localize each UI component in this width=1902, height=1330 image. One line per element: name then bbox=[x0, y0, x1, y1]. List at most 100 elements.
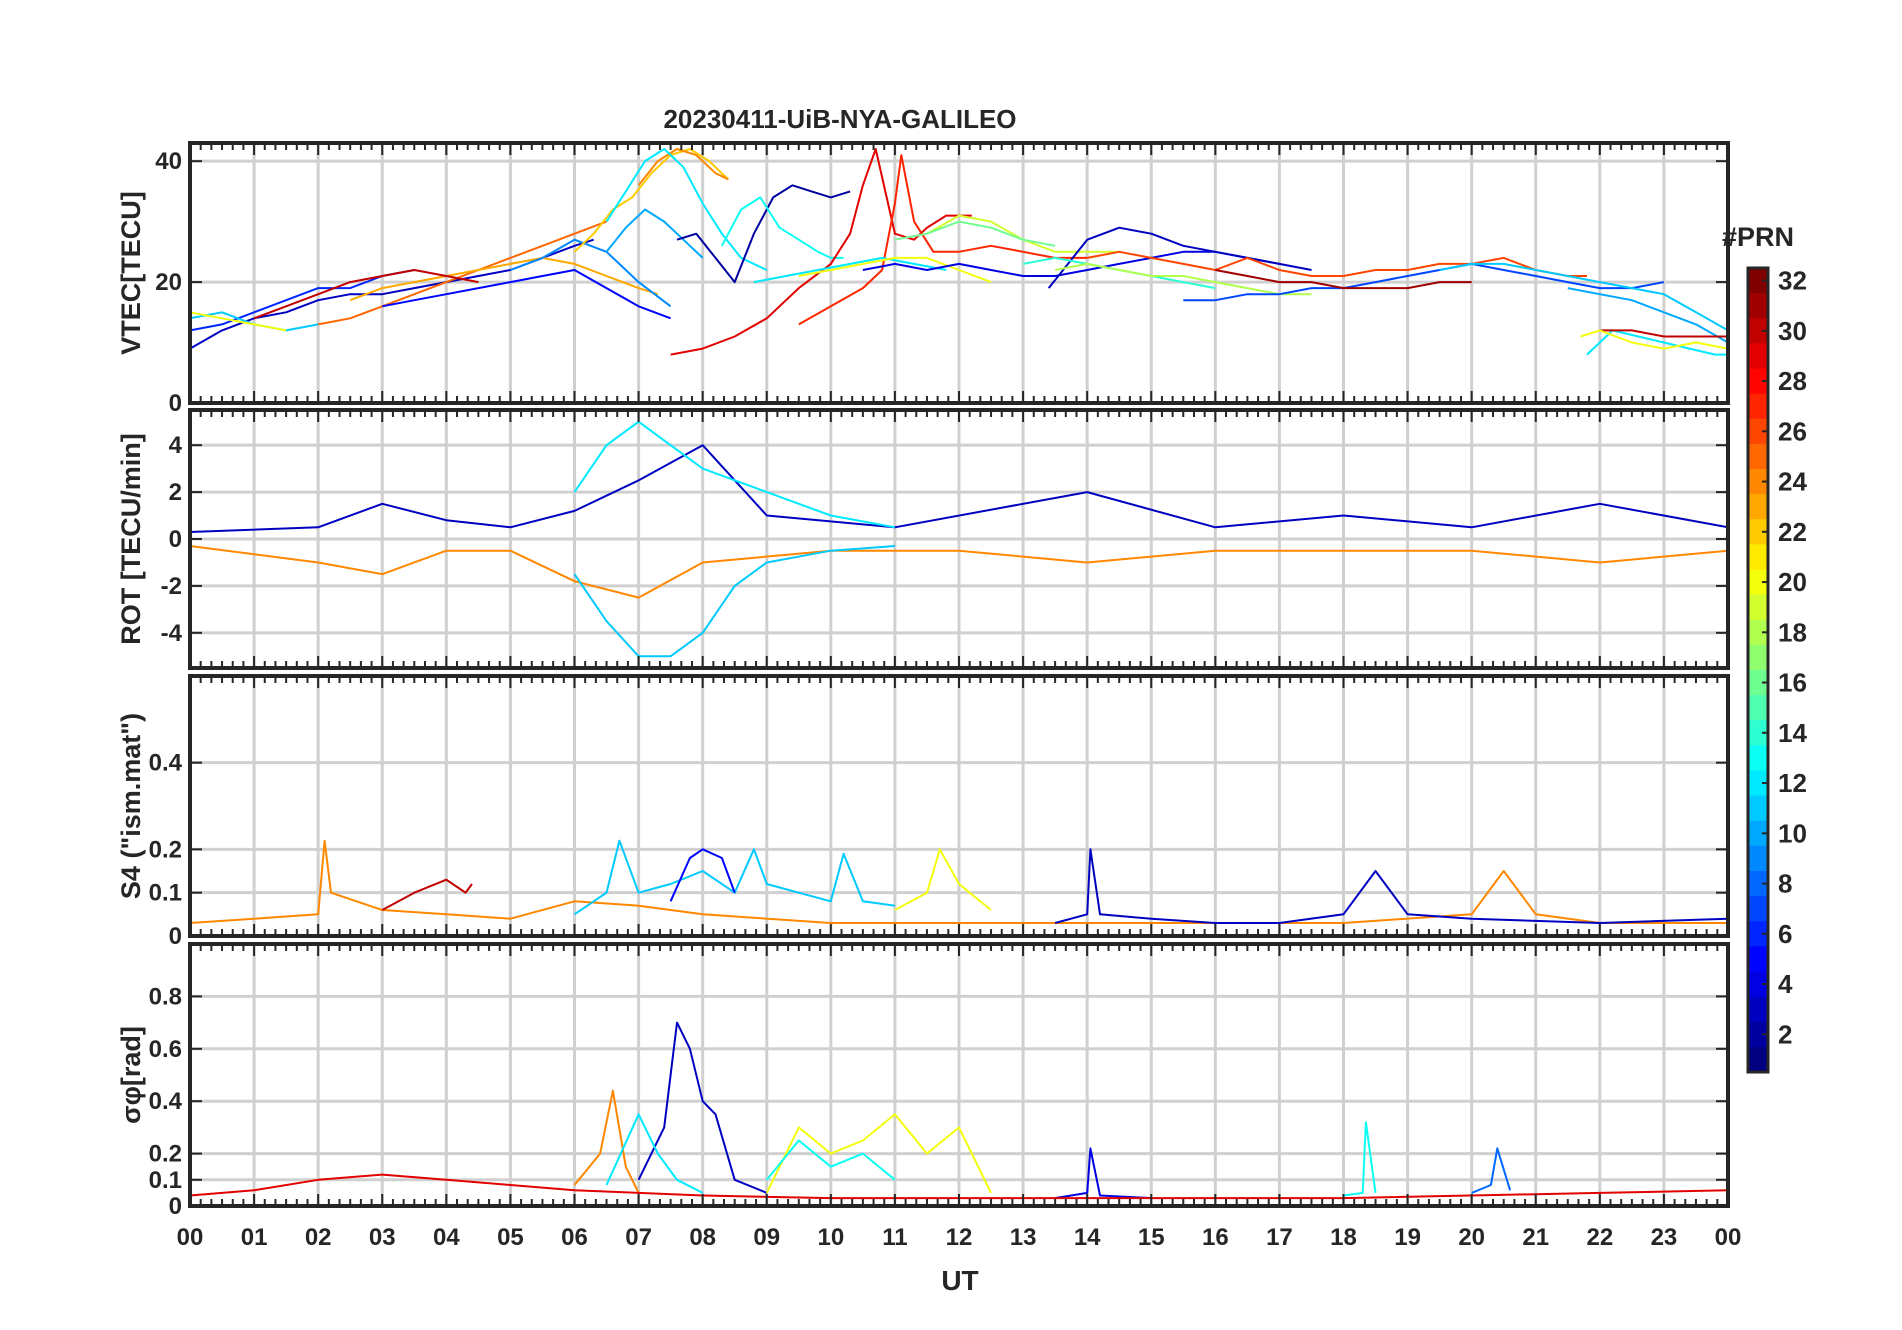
y-axis-label: σφ[rad] bbox=[116, 1026, 146, 1124]
colorbar-segment bbox=[1748, 971, 1768, 998]
series-line-prn-4 bbox=[1054, 1147, 1152, 1200]
y-tick-label: 2 bbox=[169, 479, 182, 506]
series-line-prn-5 bbox=[382, 269, 671, 320]
colorbar-tick-label: 4 bbox=[1778, 969, 1793, 999]
series-line-prn-24 bbox=[637, 148, 729, 186]
series-line-prn-12 bbox=[605, 148, 768, 271]
colorbar-segment bbox=[1748, 268, 1768, 294]
x-tick-label: 16 bbox=[1202, 1224, 1229, 1251]
y-tick-label: 40 bbox=[155, 148, 182, 175]
y-tick-label: 4 bbox=[169, 432, 183, 459]
y-tick-label: 0.2 bbox=[149, 1141, 182, 1168]
x-tick-label: 04 bbox=[433, 1224, 460, 1251]
y-tick-label: 0.4 bbox=[149, 1088, 183, 1115]
series-line-prn-12 bbox=[605, 1113, 704, 1194]
series-line-prn-10 bbox=[605, 208, 704, 259]
series-line-prn-22 bbox=[573, 148, 729, 253]
y-tick-label: 0 bbox=[169, 1193, 182, 1220]
y-tick-label: 0.4 bbox=[149, 750, 183, 777]
x-axis-label: UT bbox=[941, 1265, 978, 1296]
plot-frame bbox=[188, 942, 1730, 1208]
series-line-prn-2 bbox=[676, 184, 851, 284]
y-tick-label: 0 bbox=[169, 923, 182, 950]
panel-4: 00.10.2 0.4 0.6 0.8σφ[rad] bbox=[116, 942, 1730, 1220]
series-line-prn-24 bbox=[573, 1089, 640, 1194]
colorbar-tick-label: 14 bbox=[1778, 718, 1807, 748]
y-tick-label: 0.1 bbox=[149, 1167, 182, 1194]
colorbar-segment bbox=[1748, 695, 1768, 721]
colorbar-segment bbox=[1748, 343, 1768, 370]
series-line-prn-20 bbox=[798, 256, 992, 284]
series-line-prn-3 bbox=[1047, 226, 1312, 289]
colorbar-segment bbox=[1748, 418, 1768, 445]
x-tick-label: 01 bbox=[241, 1224, 268, 1251]
series-line-prn-24 bbox=[190, 839, 1728, 924]
series-group bbox=[190, 420, 1728, 658]
series-line-prn-20 bbox=[190, 311, 287, 332]
series-line-prn-27 bbox=[798, 154, 1088, 326]
y-tick-label: 0 bbox=[169, 390, 182, 417]
colorbar-tick-label: 2 bbox=[1778, 1019, 1792, 1049]
series-line-prn-29 bbox=[670, 148, 972, 356]
colorbar-segment bbox=[1748, 996, 1768, 1023]
y-tick-label: 0.1 bbox=[149, 880, 182, 907]
colorbar-segment bbox=[1748, 1046, 1768, 1073]
series-line-prn-29 bbox=[190, 1173, 1728, 1200]
colorbar-segment bbox=[1748, 720, 1768, 746]
series-line-prn-10 bbox=[1567, 287, 1728, 344]
y-tick-label: -4 bbox=[161, 620, 183, 647]
x-tick-label: 18 bbox=[1330, 1224, 1357, 1251]
colorbar-tick-label: 16 bbox=[1778, 668, 1807, 698]
colorbar-frame bbox=[1746, 266, 1770, 1074]
series-line-prn-30 bbox=[253, 269, 479, 320]
colorbar-tick-label: 6 bbox=[1778, 919, 1792, 949]
x-tick-label: 13 bbox=[1010, 1224, 1037, 1251]
colorbar-segment bbox=[1748, 871, 1768, 897]
x-tick-label: 19 bbox=[1394, 1224, 1421, 1251]
colorbar-segment bbox=[1748, 443, 1768, 470]
series-group bbox=[190, 148, 1728, 356]
x-tick-label: 00 bbox=[177, 1224, 204, 1251]
figure-title: 20230411-UiB-NYA-GALILEO bbox=[663, 104, 1016, 134]
y-axis-label: S4 ("ism.mat") bbox=[116, 713, 146, 899]
series-line-prn-11 bbox=[573, 839, 896, 916]
series-line-prn-3 bbox=[637, 1021, 768, 1194]
colorbar-segment bbox=[1748, 921, 1768, 947]
colorbar-tick-label: 22 bbox=[1778, 517, 1807, 547]
series-line-prn-30 bbox=[381, 878, 473, 911]
colorbar-segment bbox=[1748, 569, 1768, 596]
series-line-prn-16 bbox=[894, 220, 1056, 247]
series-line-prn-24 bbox=[190, 545, 1728, 599]
plot-frame bbox=[188, 141, 1730, 405]
colorbar-tick-label: 10 bbox=[1778, 818, 1807, 848]
plot-frame bbox=[188, 408, 1730, 670]
panel-3: 0 0.1 0.2 0.4S4 ("ism.mat") bbox=[116, 674, 1730, 950]
colorbar-segment bbox=[1748, 393, 1768, 420]
y-tick-label: -2 bbox=[161, 573, 182, 600]
colorbar-segment bbox=[1748, 619, 1768, 646]
series-line-prn-12 bbox=[573, 420, 896, 529]
y-tick-label: 20 bbox=[155, 269, 182, 296]
colorbar-segment bbox=[1748, 770, 1768, 797]
y-tick-label: 0 bbox=[169, 526, 182, 553]
colorbar-segment bbox=[1748, 644, 1768, 671]
x-tick-label: 22 bbox=[1586, 1224, 1613, 1251]
colorbar-segment bbox=[1748, 293, 1768, 319]
colorbar-segment bbox=[1748, 820, 1768, 847]
panel-2: -4 -2 0 2 4 ROT [TECU/min] bbox=[116, 408, 1730, 670]
panel-1: 0 20 40 VTEC[TECU] bbox=[116, 141, 1730, 417]
series-line-prn-25 bbox=[318, 220, 607, 326]
series-line-prn-31 bbox=[1215, 269, 1472, 290]
series-line-prn-12 bbox=[753, 256, 947, 284]
x-tick-label: 14 bbox=[1074, 1224, 1101, 1251]
colorbar-segment bbox=[1748, 1021, 1768, 1048]
colorbar-segment bbox=[1748, 845, 1768, 872]
series-line-prn-13 bbox=[1343, 1121, 1377, 1197]
series-line-prn-11 bbox=[1439, 262, 1728, 332]
series-group bbox=[190, 839, 1728, 924]
y-axis-label: VTEC[TECU] bbox=[116, 191, 146, 355]
colorbar-segment bbox=[1748, 896, 1768, 922]
colorbar-tick-label: 26 bbox=[1778, 416, 1807, 446]
